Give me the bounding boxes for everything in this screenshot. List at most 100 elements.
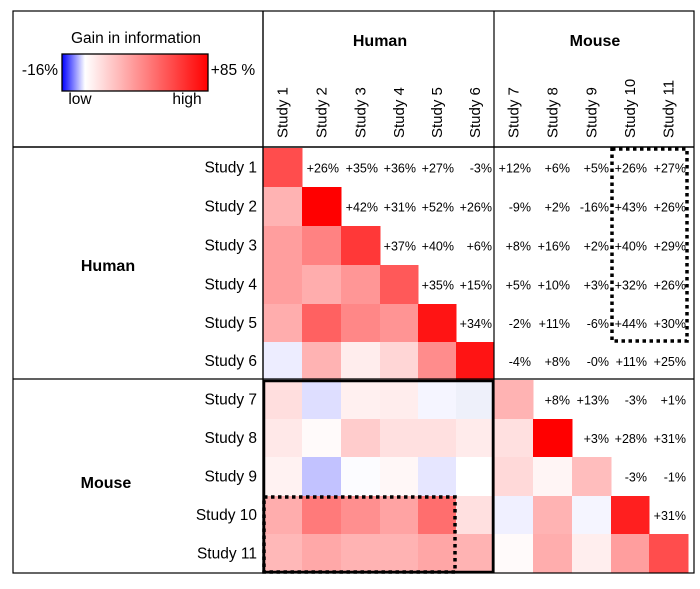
heatmap-cell	[341, 380, 381, 420]
value-label: +37%	[384, 240, 416, 254]
row-label: Study 9	[204, 469, 257, 486]
value-label: +5%	[584, 162, 609, 176]
row-label: Study 10	[196, 507, 258, 524]
heatmap-cell	[418, 496, 457, 535]
value-label: +44%	[615, 317, 647, 331]
value-label: +30%	[654, 317, 686, 331]
value-label: +2%	[584, 240, 609, 254]
heatmap-cell	[263, 457, 303, 497]
value-label: +35%	[346, 162, 378, 176]
value-label: +26%	[654, 279, 686, 293]
value-label: +35%	[422, 279, 454, 293]
heatmap-cell	[263, 342, 303, 381]
row-group-mouse: Mouse	[81, 475, 132, 492]
heatmap-cell	[302, 226, 342, 266]
highlight-boxes	[262, 147, 689, 574]
legend-min-label: -16%	[22, 62, 58, 79]
value-label: +8%	[545, 394, 570, 408]
value-label: -6%	[587, 317, 609, 331]
heatmap-cell	[380, 380, 419, 420]
heatmap-cell	[263, 304, 303, 343]
heatmap-cell	[494, 534, 534, 574]
heatmap-cell	[456, 496, 495, 535]
heatmap-cell	[380, 342, 419, 381]
row-labels: Study 1 Study 2 Study 3 Study 4 Study 5 Study…	[196, 160, 258, 563]
value-label: -4%	[509, 355, 531, 369]
value-label: +5%	[506, 279, 531, 293]
column-label: Study 9	[584, 87, 601, 138]
heatmap-cell	[572, 496, 612, 535]
heatmap-cell	[418, 304, 457, 343]
value-label: +1%	[661, 394, 686, 408]
column-label: Study 3	[353, 87, 370, 138]
outer-frame	[12, 10, 695, 574]
value-label: +26%	[307, 162, 339, 176]
heatmap-cell	[380, 496, 419, 535]
heatmap-cell	[418, 342, 457, 381]
value-label: +31%	[384, 201, 416, 215]
heatmap-cell	[380, 304, 419, 343]
heatmap-cell	[380, 457, 419, 497]
highlight-box-dotted	[610, 147, 689, 343]
heatmap-cell	[263, 419, 303, 458]
heatmap-cell	[649, 534, 689, 574]
heatmap-cell	[494, 380, 534, 420]
heatmap-cell	[302, 496, 342, 535]
value-label: -0%	[587, 355, 609, 369]
heatmap-cell	[341, 265, 381, 305]
heatmap-cell	[263, 265, 303, 305]
heatmap-cell	[418, 534, 457, 574]
column-labels: Study 1 Study 2 Study 3 Study 4 Study 5 Study…	[275, 79, 678, 138]
value-label: +3%	[584, 279, 609, 293]
row-label: Study 2	[204, 199, 257, 216]
heatmap-cell	[263, 534, 303, 574]
heatmap-cell	[456, 457, 495, 497]
row-group-human: Human	[81, 258, 135, 275]
value-label: +26%	[460, 201, 492, 215]
heatmap-cell	[494, 419, 534, 458]
value-label: +25%	[654, 355, 686, 369]
legend-gradient-bar	[61, 53, 209, 92]
value-label: -3%	[470, 162, 492, 176]
heatmap-cell	[533, 419, 573, 458]
value-label: +16%	[538, 240, 570, 254]
heatmap-cell	[494, 496, 534, 535]
value-label: +27%	[654, 162, 686, 176]
heatmap-cell	[302, 457, 342, 497]
heatmap-cell	[572, 457, 612, 497]
heatmap-cell	[341, 419, 381, 458]
heatmap-cells	[263, 148, 689, 574]
value-label: +11%	[616, 355, 647, 369]
heatmap-cell	[341, 534, 381, 574]
value-label: +28%	[615, 432, 647, 446]
row-label: Study 4	[204, 277, 257, 294]
column-label: Study 8	[545, 87, 562, 138]
value-label: +26%	[615, 162, 647, 176]
value-label: +34%	[460, 317, 492, 331]
heatmap-cell	[263, 380, 303, 420]
heatmap-cell	[263, 148, 303, 188]
heatmap-cell	[380, 265, 419, 305]
heatmap-cell	[456, 380, 495, 420]
heatmap-cell	[456, 342, 495, 381]
heatmap-cell	[418, 380, 457, 420]
value-label: +15%	[460, 279, 492, 293]
column-label: Study 6	[467, 87, 484, 138]
value-label: +29%	[654, 240, 686, 254]
value-label: +3%	[584, 432, 609, 446]
value-label: -3%	[625, 394, 647, 408]
legend-low-label: low	[68, 91, 92, 108]
row-label: Study 3	[204, 238, 257, 255]
column-label: Study 4	[391, 87, 408, 138]
value-label: +11%	[539, 317, 570, 331]
heatmap-cell	[418, 457, 457, 497]
heatmap-cell	[302, 419, 342, 458]
heatmap-cell	[263, 496, 303, 535]
heatmap-cell	[533, 457, 573, 497]
row-label: Study 11	[197, 546, 257, 563]
heatmap-cell	[263, 226, 303, 266]
value-label: -3%	[625, 471, 647, 485]
column-label: Study 2	[314, 87, 331, 138]
heatmap-cell	[302, 342, 342, 381]
